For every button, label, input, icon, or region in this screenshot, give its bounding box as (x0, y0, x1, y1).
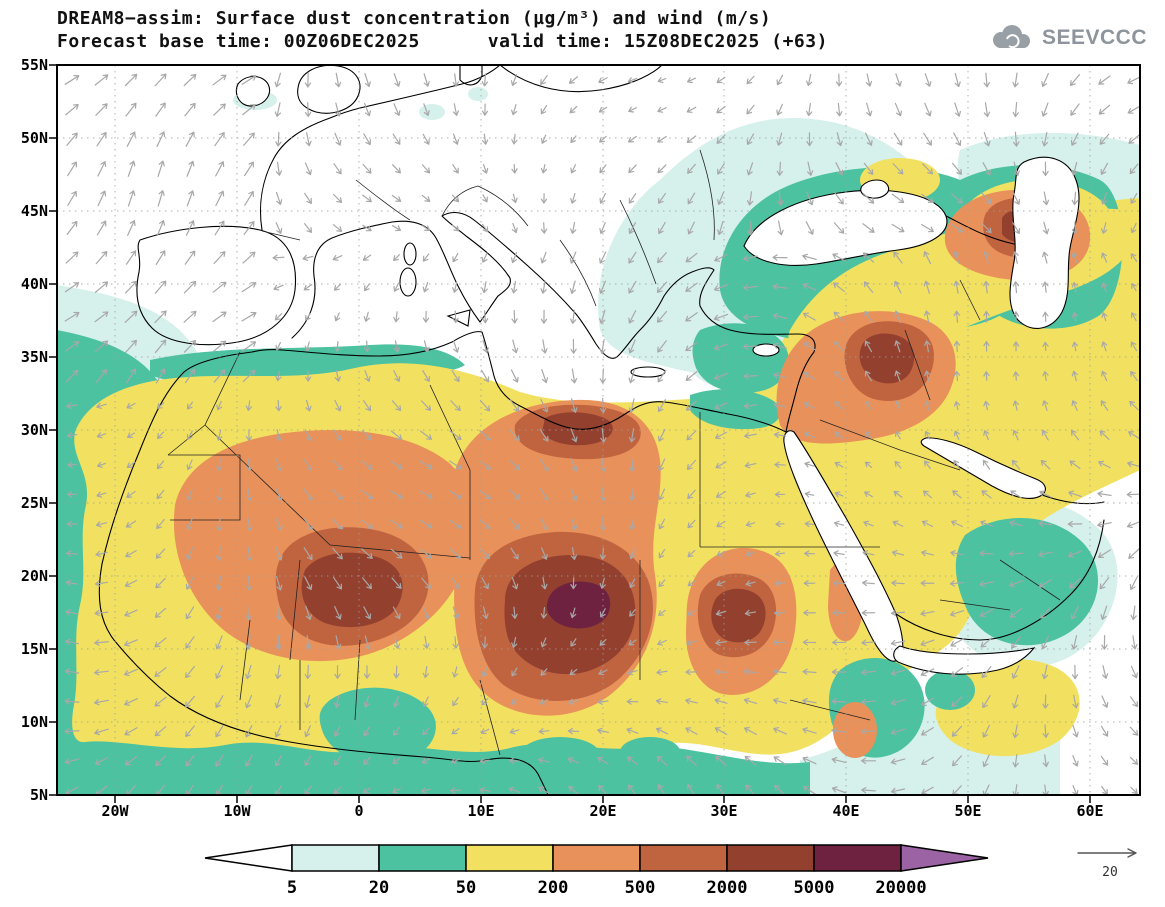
corsica (403, 242, 417, 266)
lat-label: 50N (21, 129, 48, 147)
lat-axis: 55N 50N 45N 40N 35N 30N 25N 20N 15N 10N … (21, 56, 48, 804)
dust-5-20-spot (468, 87, 488, 101)
colorbar-label: 200 (538, 878, 569, 898)
colorbar-label: 20000 (875, 878, 926, 898)
colorbar-arrow-gt20000 (900, 844, 989, 872)
logo-text: SEEVCCC (1041, 26, 1147, 49)
caspian-sea (1009, 156, 1080, 329)
sea-of-azov (860, 179, 890, 199)
dust-2000-5000-iraq (859, 333, 915, 384)
crete (630, 366, 666, 378)
coastlines (98, 65, 1105, 795)
wind-arrows (64, 72, 1140, 795)
axis-ticks (49, 64, 1091, 803)
dust-20-50-spot (925, 670, 975, 710)
sardinia (399, 267, 417, 297)
red-sea (783, 430, 904, 662)
sicily (446, 309, 471, 327)
dust-5-20-spot (419, 104, 445, 120)
colorbar-seg-2000-5000 (726, 844, 815, 872)
colorbar-label: 5000 (794, 878, 835, 898)
colorbar-label: 20 (369, 878, 389, 898)
colorbar-seg-50-200 (465, 844, 554, 872)
cyprus (752, 343, 780, 357)
colorbar-arrow-lt5 (204, 844, 293, 872)
chart-title: DREAM8−assim: Surface dust concentration… (57, 8, 772, 29)
gridlines (57, 65, 1140, 795)
dust-20-50-spot (620, 737, 680, 767)
lon-label: 20E (589, 802, 616, 820)
lat-label: 45N (21, 202, 48, 220)
lat-label: 20N (21, 567, 48, 585)
wind-reference-arrow-icon (1077, 848, 1137, 858)
colorbar-seg-200-500 (552, 844, 641, 872)
dust-5000-20000-chad (546, 581, 611, 629)
colorbar-seg-500-2000 (639, 844, 728, 872)
gulf-of-aden (893, 645, 1036, 675)
dust-20-50-spot (520, 737, 600, 773)
colorbar-label: 2000 (707, 878, 748, 898)
lon-label: 20W (101, 802, 129, 820)
lat-label: 55N (21, 56, 48, 74)
dust-20-50-egypt-coast (690, 389, 780, 430)
lat-label: 25N (21, 494, 48, 512)
ireland (235, 75, 271, 107)
colorbar-labels: 5 20 50 200 500 2000 5000 20000 (287, 878, 927, 898)
dust-20-50-arabia-se (955, 518, 1099, 646)
lat-label: 5N (30, 786, 48, 804)
colorbar-label: 5 (287, 878, 297, 898)
dust-field (57, 65, 1140, 795)
persian-gulf (920, 437, 1046, 499)
lon-label: 0 (354, 802, 363, 820)
dust-20-50-nigeria (319, 687, 436, 765)
dust-2000-5000-sudan (711, 588, 766, 643)
lat-label: 30N (21, 421, 48, 439)
wind-reference: 20 (1077, 848, 1137, 880)
black-sea (743, 189, 948, 266)
lon-axis: 20W 10W 0 10E 20E 30E 40E 50E 60E (101, 802, 1103, 820)
wind-reference-label: 20 (1102, 865, 1118, 880)
lon-label: 60E (1076, 802, 1103, 820)
lon-label: 50E (954, 802, 981, 820)
lat-label: 15N (21, 640, 48, 658)
lat-label: 10N (21, 713, 48, 731)
lat-label: 40N (21, 275, 48, 293)
colorbar-label: 500 (625, 878, 656, 898)
seevccc-logo: SEEVCCC (987, 24, 1147, 52)
lon-label: 10E (467, 802, 494, 820)
colorbar-seg-5000-20000 (813, 844, 902, 872)
colorbar-seg-20-50 (378, 844, 467, 872)
cloud-icon (992, 25, 1030, 50)
lon-label: 30E (710, 802, 737, 820)
great-britain (297, 65, 361, 114)
country-borders (167, 149, 1061, 756)
lat-label: 35N (21, 348, 48, 366)
colorbar (204, 844, 989, 872)
colorbar-label: 50 (456, 878, 476, 898)
sea-fills (235, 65, 1080, 675)
lon-label: 40E (832, 802, 859, 820)
colorbar-seg-5-20 (291, 844, 380, 872)
dust-2000-5000-mali (301, 552, 403, 628)
dust-200-500-spot (833, 702, 877, 758)
lon-label: 10W (223, 802, 251, 820)
forecast-time-subtitle: Forecast base time: 00Z06DEC2025 valid t… (57, 31, 828, 52)
